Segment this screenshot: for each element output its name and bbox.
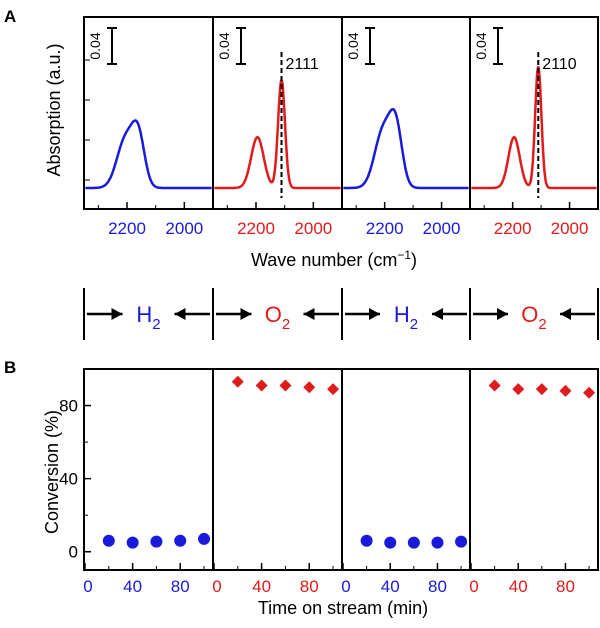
conversion-point-3-1 [360,534,373,547]
conversion-point-3-5 [455,535,468,548]
panel-a-plots: 2200 2000 0.04 2200 2000 0.04 2111 2200 2000 0.04… [83,16,599,238]
panel-a-ylabel: Absorption (a.u.) [44,43,64,176]
gas-label-sub-3: 2 [410,316,418,333]
conversion-point-4-1 [488,379,501,392]
spectrum-xtick-label-2-1: 2200 [237,219,275,238]
gas-label-1: H2 [136,302,160,333]
conversion-point-4-3 [535,383,548,396]
scale-bar-label-1: 0.04 [87,32,103,59]
spectrum-line-3 [343,108,469,190]
spectrum-xtick-label-3-2: 2000 [423,219,461,238]
conversion-frame-4 [469,368,599,571]
spectrum-xtick-label-4-1: 2200 [494,219,532,238]
panel-b-label: B [4,358,16,377]
spectrum-line-1 [85,119,212,190]
panel-b-xlabel: Time on stream (min) [258,598,428,618]
scale-bar-label-2: 0.04 [216,32,232,59]
conversion-ytick-label-3: 80 [59,397,78,416]
spectrum-xtick-label-3-1: 2200 [366,219,404,238]
panel-b-ylabel: Conversion (%) [42,410,62,534]
conversion-xtick-label-4-2: 40 [509,577,528,596]
gas-arrow-right-4-head [560,308,571,320]
gas-label-base-4: O [521,302,538,327]
conversion-point-2-4 [303,381,316,394]
spectrum-frame-3 [341,16,471,210]
spectrum-xtick-label-1-2: 2000 [165,219,203,238]
conversion-xtick-label-3-3: 80 [428,577,447,596]
peak-label-2: 2111 [286,56,319,73]
gas-arrow-right-2-head [303,308,315,320]
conversion-xtick-label-4-3: 80 [556,577,575,596]
conversion-xtick-label-1-2: 40 [123,577,142,596]
conversion-xtick-label-1-1: 0 [83,577,92,596]
gas-arrow-right-1-head [174,308,186,320]
gas-arrow-left-3-head [369,308,380,320]
gas-label-3: H2 [394,302,418,333]
conversion-point-4-2 [512,383,525,396]
spectrum-xtick-label-4-2: 2000 [551,219,589,238]
panel-a-xlabel-close: ) [411,250,417,270]
conversion-ytick-label-2: 40 [59,470,78,489]
gas-arrow-left-2-head [240,308,252,320]
peak-label-4: 2110 [542,56,577,73]
panel-a-xlabel-exp: −1 [397,248,411,262]
conversion-point-1-5 [198,532,211,545]
conversion-xtick-label-2-2: 40 [252,577,271,596]
panel-a-label: A [4,7,16,26]
conversion-xtick-label-2-3: 80 [300,577,319,596]
spectrum-frame-1 [83,16,214,210]
gas-arrow-left-1-head [111,308,123,320]
gas-label-base-3: H [394,302,410,327]
gas-label-2: O2 [265,302,290,333]
conversion-xtick-label-1-3: 80 [171,577,190,596]
conversion-xtick-label-3-1: 0 [341,577,350,596]
conversion-ytick-label-1: 0 [69,543,78,562]
conversion-point-2-5 [327,383,340,396]
gas-label-sub-1: 2 [152,316,160,333]
conversion-point-1-3 [150,535,163,548]
gas-label-sub-2: 2 [282,316,290,333]
panel-a-xlabel: Wave number (cm−1) [251,248,417,270]
conversion-xtick-label-4-1: 0 [469,577,478,596]
gas-label-sub-4: 2 [538,316,546,333]
conversion-xtick-label-2-1: 0 [212,577,221,596]
scale-bar-label-3: 0.04 [345,32,361,59]
spectrum-xtick-label-1-1: 2200 [108,219,146,238]
conversion-point-2-3 [279,379,292,392]
conversion-point-3-4 [431,536,444,549]
conversion-point-1-2 [126,536,139,549]
conversion-point-1-1 [102,534,115,547]
spectrum-line-2 [214,76,341,190]
conversion-point-1-4 [174,534,187,547]
spectrum-frame-4 [469,16,599,210]
conversion-point-4-5 [583,386,596,399]
spectrum-xtick-label-2-2: 2000 [294,219,332,238]
conversion-point-4-4 [559,384,572,397]
gas-label-base-1: H [136,302,152,327]
gas-flow-row: H2 O2 H2 O2 [83,288,599,340]
scale-bar-label-4: 0.04 [473,32,489,59]
conversion-point-3-2 [384,536,397,549]
conversion-point-2-1 [231,375,244,388]
spectrum-line-4 [471,66,597,190]
gas-label-4: O2 [521,302,546,333]
conversion-frame-2 [212,368,343,571]
gas-arrow-right-3-head [432,308,443,320]
panel-b-plots: 0 40 80 0 40 80 0 40 80 0 40 80 0 40 80 [59,368,599,596]
conversion-point-2-2 [255,379,268,392]
panel-a-xlabel-text: Wave number (cm [251,250,397,270]
gas-label-base-2: O [265,302,282,327]
gas-arrow-left-4-head [497,308,508,320]
conversion-xtick-label-3-2: 40 [381,577,400,596]
conversion-point-3-3 [407,536,420,549]
